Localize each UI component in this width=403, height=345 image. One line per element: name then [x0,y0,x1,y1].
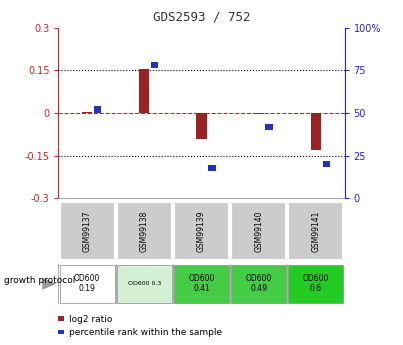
Bar [322,161,330,167]
Bar [231,265,286,303]
Bar [174,265,229,303]
Bar [60,203,114,260]
Bar [93,107,101,113]
Bar [60,265,114,303]
Bar [311,113,321,150]
Text: OD600
0.19: OD600 0.19 [74,274,100,294]
Bar [117,265,172,303]
Text: OD600
0.41: OD600 0.41 [188,274,215,294]
Bar [289,203,343,260]
Text: GSM99137: GSM99137 [83,210,91,252]
Text: OD600
0.49: OD600 0.49 [245,274,272,294]
Bar [231,203,286,260]
Bar [117,203,172,260]
Text: OD600
0.6: OD600 0.6 [303,274,329,294]
Text: GSM99141: GSM99141 [312,210,320,252]
Bar [253,113,264,115]
Bar [265,124,273,130]
Bar [289,265,343,303]
Text: percentile rank within the sample: percentile rank within the sample [69,328,222,337]
Bar [139,69,150,113]
Text: GDS2593 / 752: GDS2593 / 752 [153,10,250,23]
Bar [151,62,158,68]
Text: GSM99140: GSM99140 [254,210,263,252]
Text: GSM99138: GSM99138 [140,210,149,252]
Text: OD600 0.3: OD600 0.3 [128,281,161,286]
Polygon shape [42,278,56,290]
Text: GSM99139: GSM99139 [197,210,206,252]
Bar [196,113,207,139]
Bar [82,112,92,113]
Text: log2 ratio: log2 ratio [69,315,112,324]
Text: growth protocol: growth protocol [4,276,75,285]
Bar [208,165,216,171]
Bar [174,203,229,260]
